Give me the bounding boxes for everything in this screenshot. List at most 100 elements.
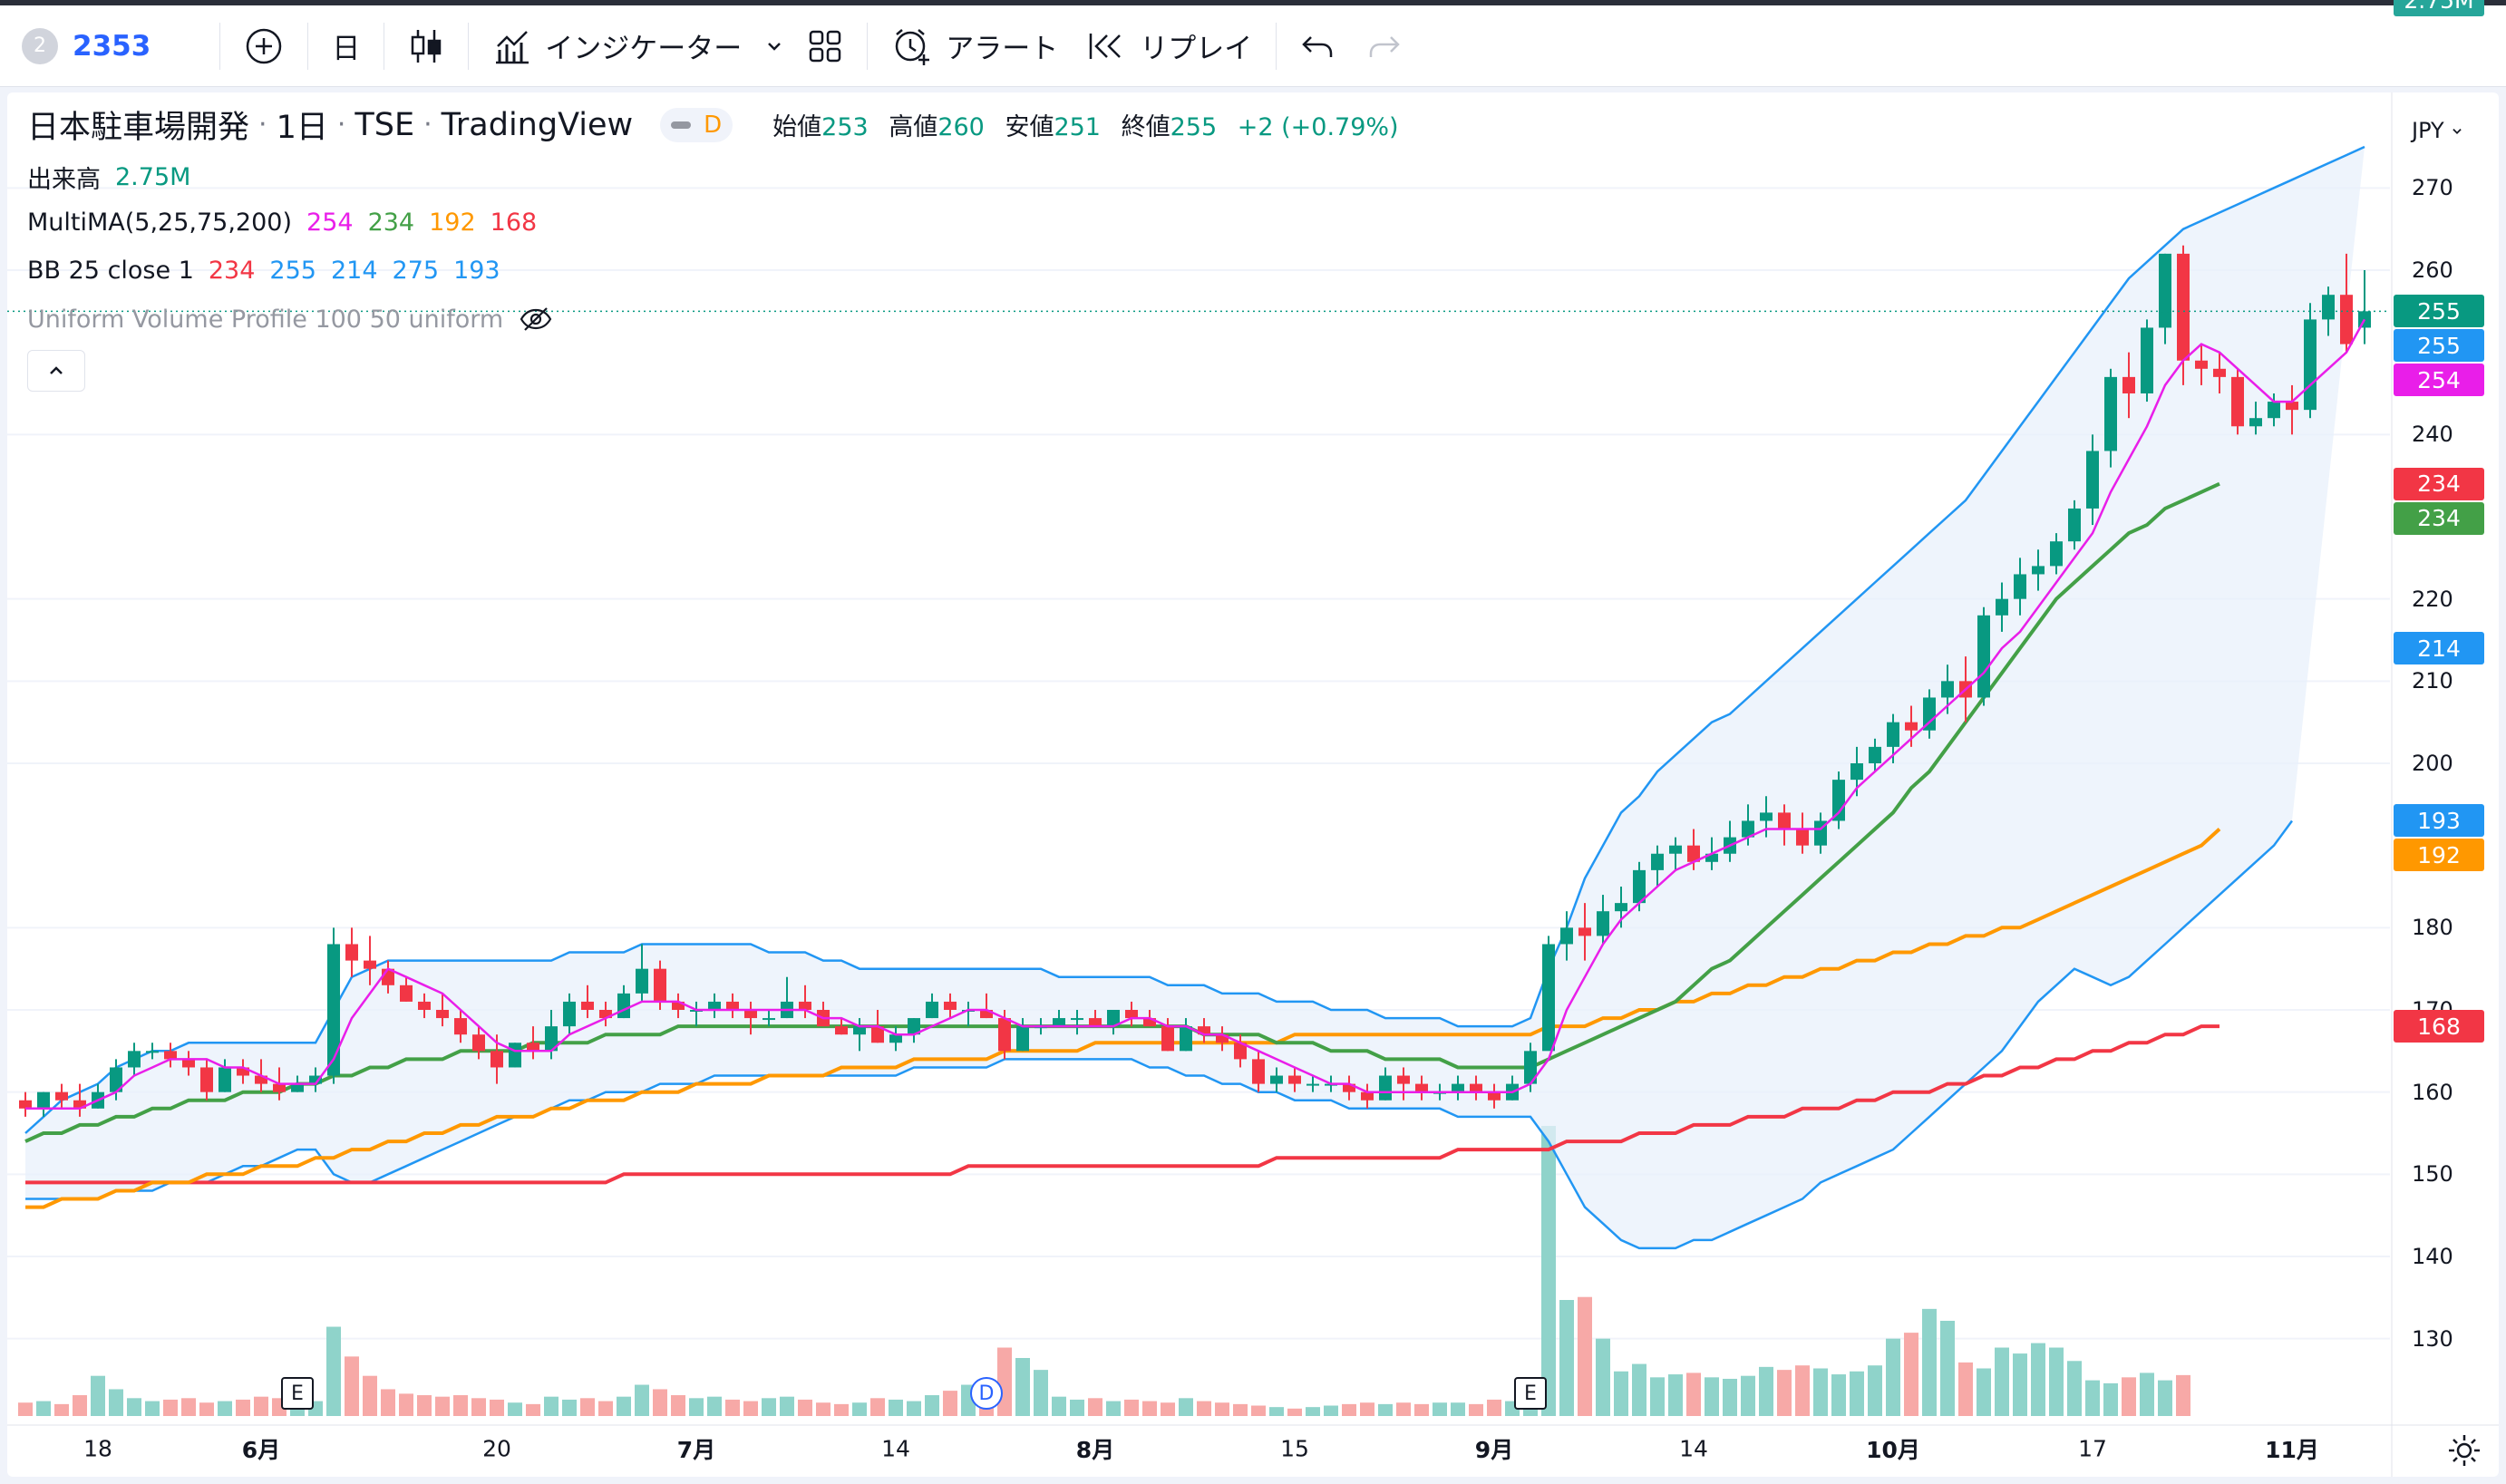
volume-bar xyxy=(1396,1402,1411,1416)
volume-bar xyxy=(671,1395,685,1416)
volume-bar xyxy=(943,1391,957,1416)
candle-body xyxy=(563,1001,576,1027)
currency-menu[interactable]: JPY xyxy=(2412,118,2463,143)
candle-body xyxy=(1306,1083,1319,1086)
open-value: 253 xyxy=(821,113,869,141)
legend-dot: · xyxy=(423,109,432,141)
indicators-button[interactable]: インジケーター xyxy=(478,16,756,76)
volume-bar xyxy=(1324,1405,1338,1416)
candle-body xyxy=(1597,911,1609,936)
volume-bar xyxy=(1831,1374,1846,1416)
legend-symbol-title[interactable]: 日本駐車場開発 xyxy=(27,110,250,146)
candle-body xyxy=(1198,1026,1210,1035)
volume-bar xyxy=(73,1395,87,1416)
vp-label: Uniform Volume Profile 100 50 uniform xyxy=(27,305,504,334)
legend-volume-row[interactable]: 出来高 2.75M xyxy=(27,160,190,195)
chart-panel[interactable] xyxy=(7,92,2499,1477)
candle-body xyxy=(1016,1026,1029,1052)
volume-bar xyxy=(1958,1362,1973,1416)
rewind-icon xyxy=(1090,33,1122,59)
legend-dot: · xyxy=(336,109,346,141)
indicator-templates-button[interactable] xyxy=(756,16,792,76)
volume-bar xyxy=(707,1396,722,1416)
volume-bar xyxy=(91,1375,105,1416)
candle-body xyxy=(672,1001,685,1010)
candle-body xyxy=(835,1026,848,1035)
layout-button[interactable] xyxy=(792,16,858,76)
window-top-strip xyxy=(0,0,2506,5)
candle-body xyxy=(2231,376,2244,427)
volume-bar xyxy=(1469,1403,1483,1416)
gear-icon[interactable] xyxy=(2446,1432,2482,1469)
compare-add-button[interactable] xyxy=(229,16,298,76)
legend-vp-row[interactable]: Uniform Volume Profile 100 50 uniform xyxy=(27,305,554,334)
candle-body xyxy=(1270,1075,1283,1084)
candle-body xyxy=(182,1059,195,1068)
volume-bar xyxy=(1015,1358,1030,1416)
volume-value: 2.75M xyxy=(115,163,191,191)
toolbar-divider xyxy=(867,22,869,70)
price-tag: 192 xyxy=(2394,839,2484,872)
volume-bar xyxy=(1487,1399,1501,1416)
candle-body xyxy=(345,944,358,961)
volume-bar xyxy=(1251,1405,1266,1416)
volume-bar xyxy=(1142,1401,1157,1416)
candle-body xyxy=(599,1010,612,1019)
volume-bar xyxy=(1070,1399,1084,1416)
replay-button[interactable]: リプレイ xyxy=(1073,16,1267,76)
candle-body xyxy=(617,993,630,1019)
candle-body xyxy=(636,968,648,994)
volume-bar xyxy=(1433,1402,1447,1416)
interval-label: 日 xyxy=(332,33,361,65)
redo-button[interactable] xyxy=(1351,16,1416,76)
volume-bar xyxy=(635,1384,649,1416)
volume-bar xyxy=(2122,1377,2136,1416)
delayed-badge: D xyxy=(704,111,723,139)
legend-exchange[interactable]: TSE xyxy=(355,106,415,143)
plus-circle-icon xyxy=(247,28,282,63)
volume-bar xyxy=(1088,1398,1102,1416)
volume-bar xyxy=(1124,1399,1139,1416)
legend-ma-row[interactable]: MultiMA(5,25,75,200) 254 234 192 168 xyxy=(27,209,537,237)
price-tick-label: 200 xyxy=(2412,751,2453,776)
market-status-pill[interactable]: D xyxy=(660,107,733,142)
volume-bar xyxy=(889,1399,903,1416)
price-tick-label: 150 xyxy=(2412,1161,2453,1188)
volume-bar xyxy=(834,1403,849,1416)
volume-bar xyxy=(1977,1368,1991,1416)
chart-type-button[interactable] xyxy=(393,16,459,76)
low-label: 安値 xyxy=(1005,113,1054,141)
undo-icon xyxy=(1302,35,1333,57)
volume-bar xyxy=(1596,1338,1610,1416)
earnings-marker[interactable]: E xyxy=(1514,1377,1547,1410)
symbol-search-button[interactable]: 2 2353 xyxy=(0,16,165,76)
interval-button[interactable]: 日 xyxy=(317,16,374,76)
legend-interval[interactable]: 1日 xyxy=(276,110,328,146)
candle-body xyxy=(926,1001,938,1019)
undo-button[interactable] xyxy=(1286,16,1351,76)
bb-lower-line xyxy=(25,820,2294,1250)
volume-label: 出来高 xyxy=(27,166,101,194)
candle-body xyxy=(400,984,413,1002)
ma-label: MultiMA(5,25,75,200) xyxy=(27,209,293,237)
candle-body xyxy=(1832,780,1845,821)
legend-source[interactable]: TradingView xyxy=(441,106,634,143)
candle-body xyxy=(1669,845,1682,854)
legend-dot: · xyxy=(258,109,267,141)
legend-bb-row[interactable]: BB 25 close 1 234 255 214 275 193 xyxy=(27,257,500,285)
alert-button[interactable]: アラート xyxy=(877,16,1073,76)
candle-body xyxy=(998,1018,1011,1052)
candle-body xyxy=(1089,1018,1102,1027)
candle-body xyxy=(2340,295,2353,344)
dividend-marker[interactable]: D xyxy=(970,1377,1003,1410)
price-chart[interactable] xyxy=(7,92,2499,1477)
volume-bar xyxy=(1559,1300,1574,1416)
legend-collapse-button[interactable] xyxy=(27,350,85,392)
symbol-text: 2353 xyxy=(73,29,151,63)
time-tick-label: 7月 xyxy=(676,1437,716,1463)
candle-body xyxy=(2122,376,2135,393)
eye-hidden-icon[interactable] xyxy=(518,305,554,334)
volume-bar xyxy=(145,1401,160,1416)
earnings-marker[interactable]: E xyxy=(281,1377,314,1410)
time-tick-label: 20 xyxy=(482,1435,511,1462)
